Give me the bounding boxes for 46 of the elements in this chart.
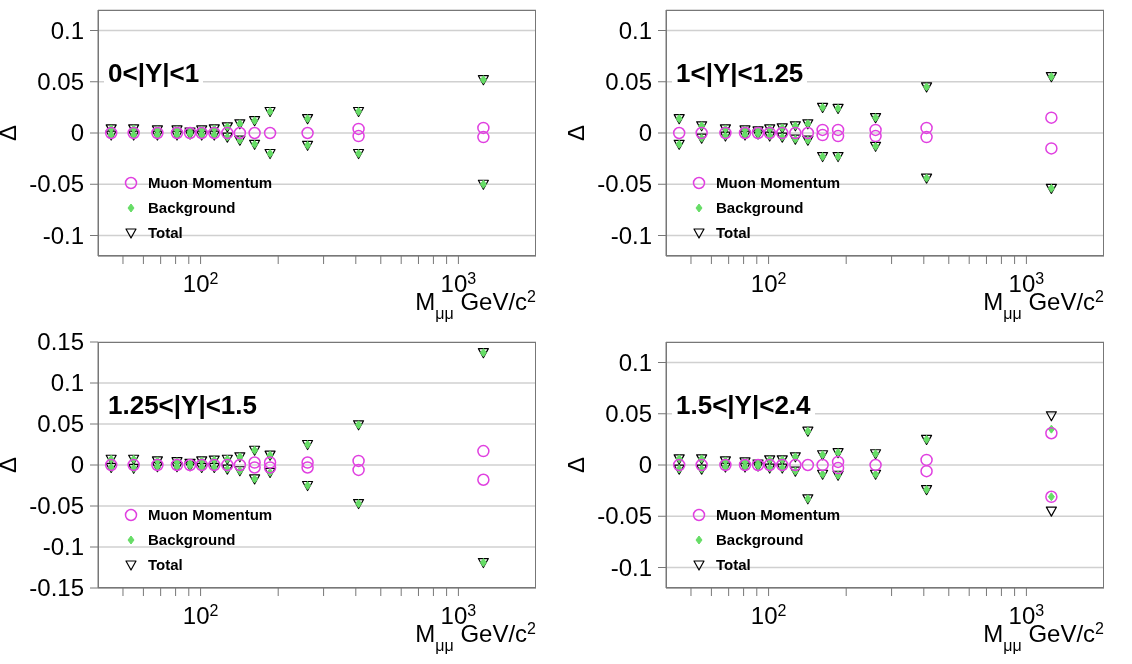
y-tick-label: -0.1	[42, 221, 84, 249]
y-tick-label: 0.05	[605, 399, 652, 427]
y-tick-label: -0.05	[29, 492, 84, 519]
legend-label: Total	[716, 556, 751, 573]
x-tick-label: 10$^{2}$	[182, 269, 219, 297]
y-tick-label: 0	[70, 451, 84, 478]
legend-label: Background	[716, 531, 804, 548]
y-axis-title: Δ	[0, 124, 21, 142]
y-tick-label: 0.1	[618, 16, 652, 44]
text: 1<|Y|<1.25	[672, 58, 808, 89]
y-tick-label: -0.15	[29, 574, 84, 601]
legend-label: Total	[148, 224, 183, 241]
y-tick-label: 0	[70, 119, 84, 146]
y-tick-label: 0.15	[37, 328, 84, 355]
legend-label: Muon Momentum	[716, 506, 841, 523]
y-tick-label: 0.05	[37, 410, 84, 437]
legend-label: Background	[148, 199, 236, 216]
text: 1.25<|Y|<1.5	[104, 390, 262, 421]
text: 1.5<|Y|<2.4	[672, 390, 815, 421]
y-tick-label: -0.1	[610, 221, 652, 249]
legend-label: Background	[148, 531, 236, 548]
x-tick-label: 10$^{2}$	[750, 601, 787, 629]
x-tick-label: 10$^{2}$	[750, 269, 787, 297]
y-tick-label: 0.1	[50, 16, 84, 44]
y-tick-label: 0.1	[50, 369, 84, 396]
legend-label: Background	[716, 199, 804, 216]
y-tick-label: 0	[638, 451, 652, 478]
y-tick-label: 0	[638, 119, 652, 146]
y-tick-label: -0.05	[597, 502, 652, 530]
x-tick-label: 10$^{2}$	[182, 601, 219, 629]
y-axis-title: Δ	[562, 124, 589, 142]
y-tick-label: -0.1	[42, 533, 84, 560]
legend-label: Muon Momentum	[716, 174, 841, 191]
y-tick-label: 0.1	[618, 348, 652, 376]
y-tick-label: 0.05	[37, 67, 84, 95]
y-tick-label: -0.05	[597, 170, 652, 198]
y-axis-title: Δ	[0, 456, 21, 474]
legend-label: Muon Momentum	[148, 174, 273, 191]
text: 0<|Y|<1	[104, 58, 204, 89]
legend-label: Muon Momentum	[148, 506, 273, 523]
legend-label: Total	[148, 556, 183, 573]
legend-label: Total	[716, 224, 751, 241]
y-axis-title: Δ	[562, 456, 589, 474]
y-tick-label: 0.05	[605, 67, 652, 95]
y-tick-label: -0.05	[29, 170, 84, 198]
y-tick-label: -0.1	[610, 553, 652, 581]
